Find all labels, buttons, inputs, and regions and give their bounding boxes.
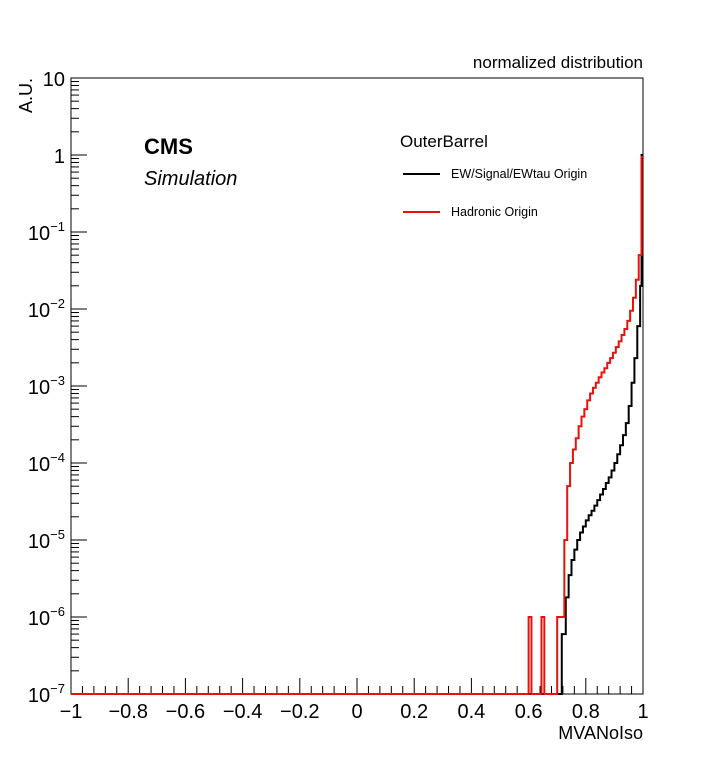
major-ticks [70,77,644,695]
legend-label-ew: EW/Signal/EWtau Origin [451,167,587,181]
y-axis-title: A.U. [16,78,36,113]
x-tick-label: 0.4 [457,701,485,723]
x-tick-label: −0.8 [108,701,147,723]
x-tick-label: −1 [60,701,83,723]
series-ew-line [71,154,643,695]
chart-header: normalized distribution [473,53,643,72]
x-tick-label: 0.8 [572,701,600,723]
y-tick-label: 1 [54,146,65,168]
y-tick-label: 10−2 [28,296,65,322]
x-tick-labels: −1 −0.8 −0.6 −0.4 −0.2 0 0.2 0.4 0.6 0.8 1 [60,701,649,723]
x-tick-label: −0.4 [223,701,262,723]
simulation-label: Simulation [144,168,237,190]
x-tick-label: 1 [637,701,648,723]
y-tick-label: 10−7 [28,681,65,707]
x-tick-label: −0.2 [280,701,319,723]
x-tick-label: 0 [351,701,362,723]
minor-ticks [71,81,633,694]
y-tick-label: 10 [43,69,65,91]
x-tick-label: 0.2 [400,701,428,723]
y-tick-label: 10−1 [28,219,65,245]
cms-label: CMS [144,134,193,159]
x-tick-label: −0.6 [166,701,205,723]
y-tick-label: 10−5 [28,527,65,553]
series-hadronic-line [71,155,643,695]
y-tick-label: 10−4 [28,450,65,476]
legend: EW/Signal/EWtau Origin Hadronic Origin [403,167,587,219]
region-label: OuterBarrel [400,132,488,151]
y-tick-label: 10−6 [28,604,65,630]
x-tick-label: 0.6 [515,701,543,723]
series-lines [71,154,643,695]
x-axis-title: MVANoIso [558,723,643,743]
legend-label-hadronic: Hadronic Origin [451,205,538,219]
y-tick-label: 10−3 [28,373,65,399]
y-tick-labels: 10−7 10−6 10−5 10−4 10−3 10−2 10−1 1 10 [28,69,65,707]
